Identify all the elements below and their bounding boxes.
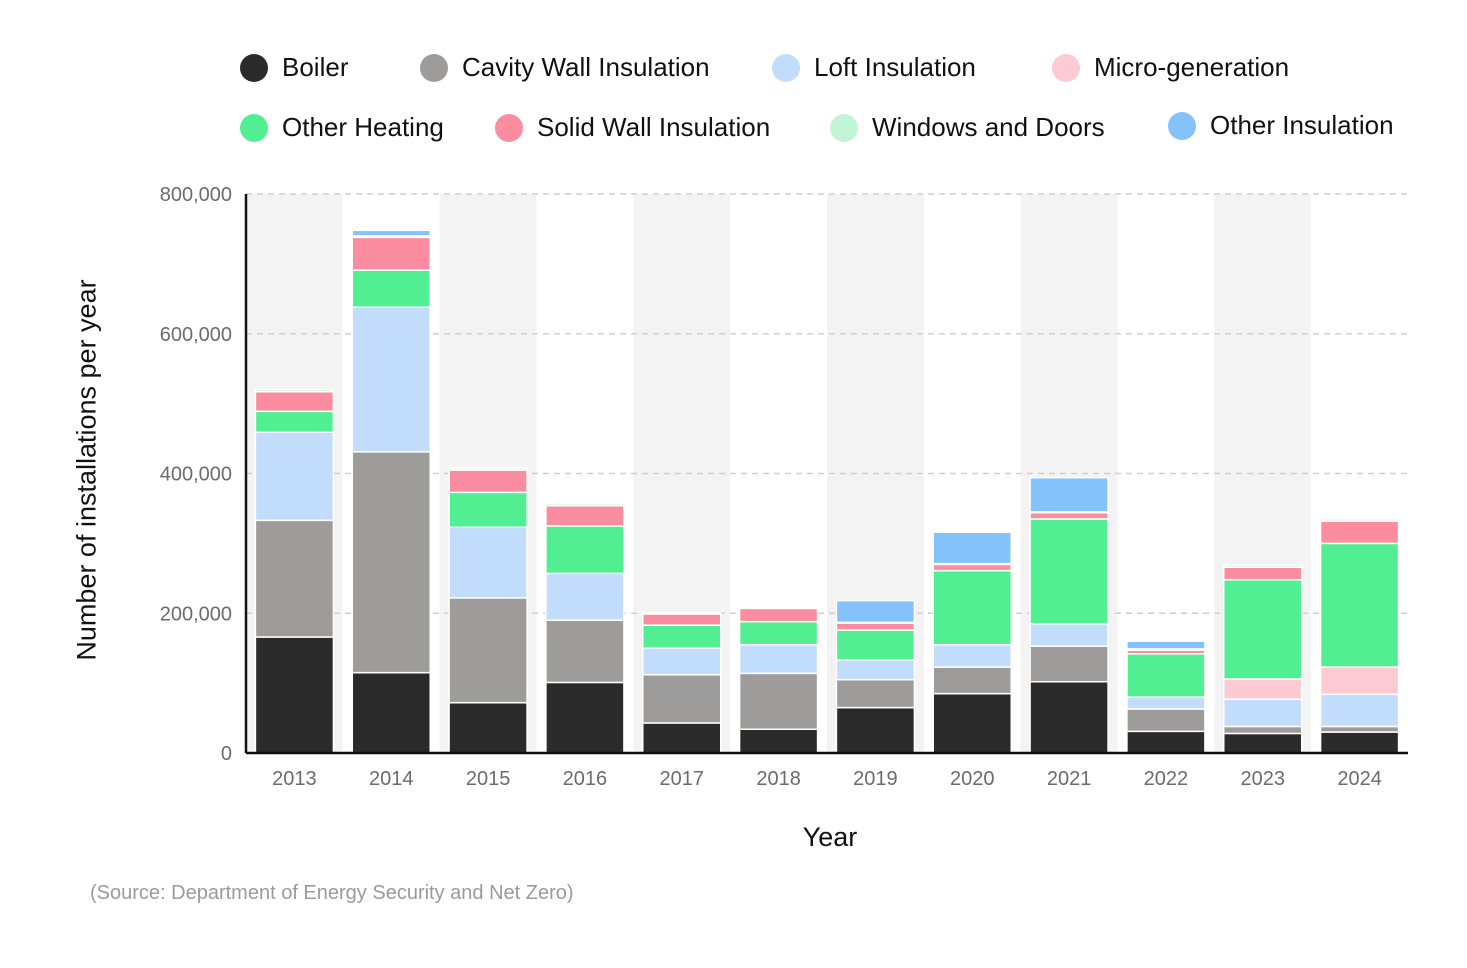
bar-segment-solid-wall-insulation bbox=[643, 614, 721, 625]
bar-segment-loft-insulation bbox=[546, 573, 624, 620]
y-tick-label: 400,000 bbox=[160, 464, 232, 486]
y-tick-label: 0 bbox=[221, 743, 232, 765]
bar-segment-micro-generation bbox=[1321, 667, 1399, 694]
bar-segment-loft-insulation bbox=[1224, 699, 1302, 726]
bar-segment-cavity-wall-insulation bbox=[643, 675, 721, 723]
bar-segment-boiler bbox=[1224, 733, 1302, 753]
bar-segment-other-heating bbox=[546, 526, 624, 574]
bar-segment-other-heating bbox=[449, 492, 527, 527]
bar-segment-cavity-wall-insulation bbox=[255, 520, 333, 637]
bar-segment-other-heating bbox=[1127, 654, 1205, 697]
bar-segment-windows-and-doors bbox=[255, 390, 333, 392]
bar-segment-solid-wall-insulation bbox=[1321, 521, 1399, 543]
bar-segment-solid-wall-insulation bbox=[1224, 567, 1302, 580]
bar-segment-windows-and-doors bbox=[1321, 519, 1399, 521]
bar-segment-cavity-wall-insulation bbox=[546, 620, 624, 682]
x-tick-label: 2016 bbox=[563, 768, 608, 790]
bar-segment-other-heating bbox=[1030, 519, 1108, 624]
x-tick-label: 2017 bbox=[660, 768, 705, 790]
x-tick-label: 2014 bbox=[369, 768, 414, 790]
bar-segment-solid-wall-insulation bbox=[449, 470, 527, 492]
bar-segment-loft-insulation bbox=[740, 645, 818, 674]
bar-segment-cavity-wall-insulation bbox=[449, 598, 527, 703]
bar-segment-boiler bbox=[255, 637, 333, 753]
bar-segment-cavity-wall-insulation bbox=[933, 667, 1011, 694]
x-tick-label: 2020 bbox=[950, 768, 995, 790]
bar-segment-boiler bbox=[449, 703, 527, 753]
y-tick-label: 800,000 bbox=[160, 184, 232, 206]
bar-segment-other-insulation bbox=[1127, 641, 1205, 649]
bar-segment-cavity-wall-insulation bbox=[1224, 726, 1302, 733]
bar-segment-loft-insulation bbox=[352, 307, 430, 452]
bar-segment-loft-insulation bbox=[1127, 697, 1205, 709]
bar-segment-solid-wall-insulation bbox=[740, 608, 818, 621]
bar-segment-windows-and-doors bbox=[740, 607, 818, 608]
bar-segment-other-heating bbox=[255, 411, 333, 432]
y-tick-label: 200,000 bbox=[160, 603, 232, 625]
bar-segment-other-heating bbox=[352, 270, 430, 307]
bar-segment-cavity-wall-insulation bbox=[836, 680, 914, 708]
x-tick-label: 2021 bbox=[1047, 768, 1092, 790]
y-tick-label: 600,000 bbox=[160, 324, 232, 346]
x-tick-label: 2018 bbox=[756, 768, 801, 790]
bar-segment-loft-insulation bbox=[1030, 624, 1108, 646]
bar-segment-boiler bbox=[836, 708, 914, 753]
x-axis-title: Year bbox=[760, 822, 900, 853]
bar-segment-boiler bbox=[740, 729, 818, 753]
bar-segment-cavity-wall-insulation bbox=[740, 673, 818, 729]
x-tick-label: 2015 bbox=[466, 768, 511, 790]
bar-segment-other-heating bbox=[1224, 580, 1302, 679]
bar-segment-loft-insulation bbox=[1321, 694, 1399, 726]
x-tick-label: 2019 bbox=[853, 768, 898, 790]
bar-segment-loft-insulation bbox=[836, 660, 914, 680]
bar-segment-other-heating bbox=[643, 625, 721, 648]
bar-segment-other-heating bbox=[836, 630, 914, 660]
bar-segment-other-heating bbox=[933, 571, 1011, 645]
bar-segment-boiler bbox=[933, 694, 1011, 753]
bar-segment-boiler bbox=[352, 673, 430, 753]
bar-segment-loft-insulation bbox=[449, 527, 527, 598]
bar-segment-boiler bbox=[546, 682, 624, 753]
bar-segment-micro-generation bbox=[1224, 679, 1302, 699]
bar-segment-windows-and-doors bbox=[449, 468, 527, 470]
bar-segment-windows-and-doors bbox=[643, 613, 721, 614]
x-tick-label: 2022 bbox=[1144, 768, 1189, 790]
bar-segment-loft-insulation bbox=[643, 648, 721, 675]
bar-segment-loft-insulation bbox=[933, 645, 1011, 667]
bar-segment-other-heating bbox=[1321, 543, 1399, 667]
bar-segment-other-heating bbox=[740, 622, 818, 645]
bar-segment-solid-wall-insulation bbox=[255, 392, 333, 412]
bar-segment-cavity-wall-insulation bbox=[352, 452, 430, 673]
bar-segment-boiler bbox=[643, 723, 721, 753]
bar-segment-solid-wall-insulation bbox=[1030, 513, 1108, 519]
bar-segment-solid-wall-insulation bbox=[836, 623, 914, 630]
bar-segment-cavity-wall-insulation bbox=[1030, 646, 1108, 682]
bar-segment-windows-and-doors bbox=[1224, 565, 1302, 567]
bar-segment-boiler bbox=[1127, 731, 1205, 753]
bar-segment-boiler bbox=[1030, 682, 1108, 753]
bar-segment-solid-wall-insulation bbox=[546, 506, 624, 526]
bar-segment-other-insulation bbox=[352, 230, 430, 236]
x-tick-label: 2024 bbox=[1337, 768, 1382, 790]
bar-segment-solid-wall-insulation bbox=[352, 237, 430, 270]
bar-segment-solid-wall-insulation bbox=[933, 564, 1011, 570]
bar-segment-boiler bbox=[1321, 732, 1399, 753]
y-axis-title: Number of installations per year bbox=[72, 279, 103, 660]
bar-segment-other-insulation bbox=[933, 532, 1011, 563]
stacked-bar-chart: 0 200,000 400,000 600,000 800,000 2013 2014 201… bbox=[0, 0, 1467, 968]
bar-segment-cavity-wall-insulation bbox=[1321, 726, 1399, 732]
bar-segment-other-insulation bbox=[1030, 478, 1108, 512]
bar-segment-cavity-wall-insulation bbox=[1127, 709, 1205, 731]
bar-segment-loft-insulation bbox=[255, 432, 333, 520]
x-tick-label: 2023 bbox=[1241, 768, 1286, 790]
source-note: (Source: Department of Energy Security a… bbox=[90, 882, 574, 905]
x-tick-label: 2013 bbox=[272, 768, 317, 790]
bar-segment-other-insulation bbox=[836, 601, 914, 623]
bar-segment-windows-and-doors bbox=[546, 504, 624, 506]
